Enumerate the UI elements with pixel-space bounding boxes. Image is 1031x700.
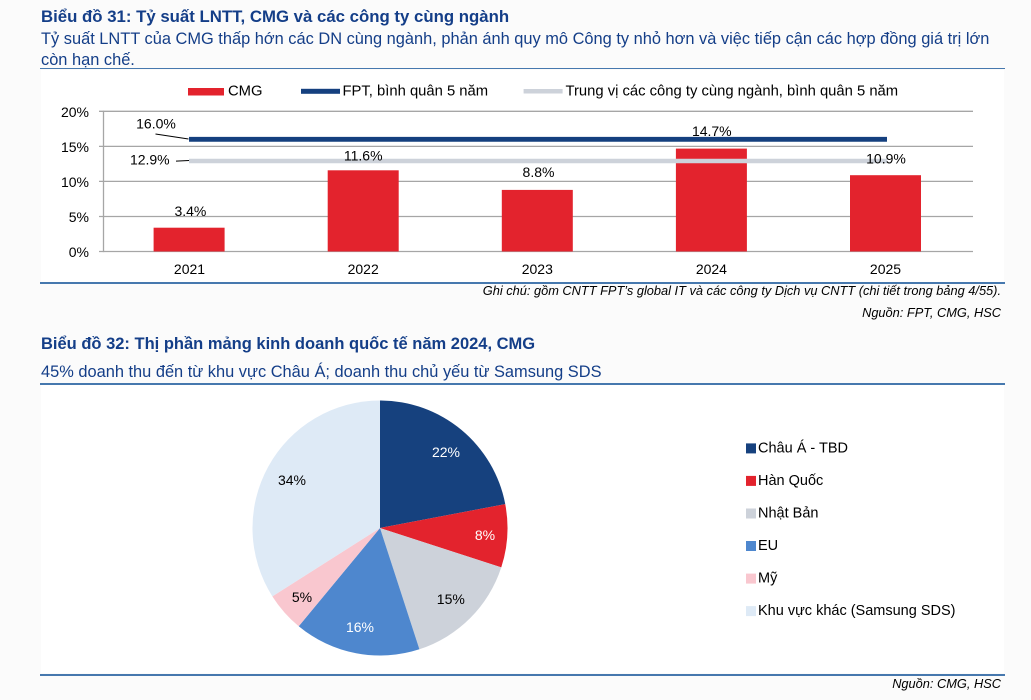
svg-text:8.8%: 8.8% [523,164,555,180]
svg-text:Châu Á - TBD: Châu Á - TBD [758,439,848,456]
svg-text:CMG: CMG [228,84,263,100]
svg-text:2023: 2023 [522,261,553,277]
svg-text:10.9%: 10.9% [866,151,906,167]
svg-text:10%: 10% [61,174,89,190]
svg-text:Nhật Bản: Nhật Bản [758,506,818,522]
svg-text:8%: 8% [475,527,495,543]
svg-text:2021: 2021 [174,261,205,277]
svg-text:20%: 20% [61,104,89,120]
svg-text:15%: 15% [61,139,89,155]
svg-text:12.9%: 12.9% [130,152,170,168]
svg-text:2025: 2025 [870,261,901,277]
svg-text:0%: 0% [69,244,89,260]
svg-text:5%: 5% [69,209,89,225]
svg-text:5%: 5% [292,589,312,605]
svg-text:11.6%: 11.6% [344,148,383,164]
svg-text:15%: 15% [437,591,465,607]
svg-text:3.4%: 3.4% [174,203,206,219]
svg-text:Khu vực khác (Samsung SDS): Khu vực khác (Samsung SDS) [758,603,955,619]
svg-text:14.7%: 14.7% [692,123,732,139]
svg-text:34%: 34% [278,472,306,488]
svg-text:Hàn Quốc: Hàn Quốc [758,473,823,489]
svg-text:Mỹ: Mỹ [758,571,778,587]
svg-text:16.0%: 16.0% [136,115,176,131]
svg-text:Trung vị các công ty cùng ngàn: Trung vị các công ty cùng ngành, bình qu… [566,84,899,100]
svg-text:FPT, bình quân 5 năm: FPT, bình quân 5 năm [343,84,489,100]
svg-text:16%: 16% [346,619,374,635]
svg-text:EU: EU [758,538,778,554]
svg-text:22%: 22% [432,444,460,460]
svg-text:2024: 2024 [696,261,727,277]
svg-text:2022: 2022 [348,261,379,277]
